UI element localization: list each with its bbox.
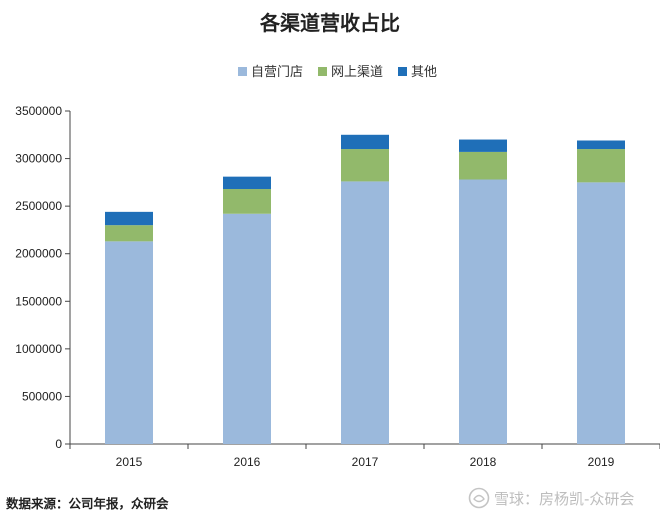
legend-swatch [318, 67, 327, 76]
legend-label: 自营门店 [251, 65, 303, 80]
y-tick-label: 500000 [22, 389, 62, 403]
bar-segment [459, 179, 507, 444]
x-tick-label: 2017 [352, 455, 379, 469]
bar-segment [459, 139, 507, 152]
xueqiu-logo-icon [468, 487, 490, 509]
x-tick-label: 2016 [234, 455, 261, 469]
bar-segment [105, 225, 153, 242]
x-tick-label: 2018 [470, 455, 497, 469]
bar-segment [577, 140, 625, 150]
bar-segment [341, 149, 389, 182]
y-tick-label: 1500000 [15, 294, 62, 308]
bar-segment [341, 134, 389, 150]
legend: 自营门店 网上渠道 其他 [238, 65, 437, 80]
bar-segment [223, 176, 271, 190]
bar-segment [577, 182, 625, 444]
bar-segment [105, 241, 153, 444]
legend-label: 其他 [411, 65, 437, 80]
watermark-text: 雪球：房杨凯-众研会 [494, 489, 635, 508]
axes: 0 500000 1000000 1500000 2000000 2500000 30000… [15, 104, 660, 469]
y-tick-label: 2000000 [15, 247, 62, 261]
y-tick-label: 1000000 [15, 342, 62, 356]
bar-segment [577, 149, 625, 183]
x-tick-label: 2015 [116, 455, 143, 469]
source-note: 数据来源：公司年报，众研会 [6, 496, 169, 511]
y-tick-label: 0 [55, 437, 62, 451]
bar-segment [459, 151, 507, 180]
bar-segment [223, 213, 271, 444]
y-tick-label: 3000000 [15, 152, 62, 166]
legend-swatch [238, 67, 247, 76]
bars [105, 134, 625, 445]
bar-segment [105, 211, 153, 226]
bar-segment [341, 181, 389, 445]
x-tick-label: 2019 [588, 455, 615, 469]
chart-title: 各渠道营收占比 [259, 11, 400, 35]
y-tick-label: 3500000 [15, 104, 62, 118]
bar-segment [223, 189, 271, 214]
watermark: 雪球：房杨凯-众研会 [468, 487, 634, 509]
y-tick-label: 2500000 [15, 199, 62, 213]
legend-label: 网上渠道 [331, 65, 383, 80]
legend-swatch [398, 67, 407, 76]
